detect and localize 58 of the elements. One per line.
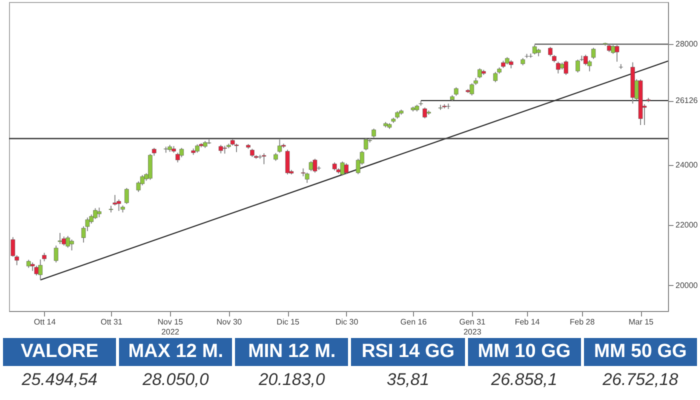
x-tick-label: Ott 31: [100, 318, 123, 326]
x-tick-label: Nov 15 2022: [158, 318, 184, 336]
candlestick: [38, 258, 43, 280]
candlestick: [493, 71, 498, 83]
y-tick-label: 26126: [676, 96, 698, 106]
candlestick: [116, 198, 121, 212]
candlestick: [58, 232, 62, 245]
x-tick-label: Mar 15: [628, 318, 654, 326]
x-tick-label: Dic 30: [336, 318, 359, 326]
candlestick: [478, 68, 482, 79]
candlestick: [34, 265, 39, 276]
x-tick-label: Feb 28: [570, 318, 596, 326]
y-tick-label: 20000: [676, 280, 698, 290]
text: MM 10 GG: [468, 338, 581, 366]
candlestick: [576, 59, 580, 74]
text: 28.050,0: [142, 369, 210, 391]
candlestick: [66, 235, 70, 248]
y-tick-label: 24000: [676, 160, 698, 170]
text: 20.183,0: [258, 369, 326, 391]
candlestick: [591, 47, 596, 60]
candlestick: [340, 160, 345, 176]
candlestick: [262, 152, 266, 165]
text: MM 50 GG: [584, 338, 697, 366]
candlestick: [278, 138, 282, 154]
text: VALORE: [3, 338, 116, 366]
text: 35,81: [386, 369, 430, 391]
candlestick: [308, 160, 314, 172]
candlestick: [97, 207, 102, 218]
candlestick: [364, 138, 368, 151]
candlestick: [556, 61, 560, 74]
y-tick-label: 22000: [676, 220, 698, 230]
x-tick-label: Dic 15: [276, 318, 300, 326]
candlestick: [304, 172, 310, 184]
x-tick-label: Feb 14: [514, 318, 540, 326]
text: 26.858,1: [490, 369, 558, 391]
candlestick: [312, 158, 318, 174]
text: 25.494,54: [20, 369, 98, 391]
text: MAX 12 M.: [119, 338, 232, 366]
candlestick: [93, 208, 98, 220]
y-tick-label: 28000: [676, 40, 698, 49]
candlestick: [62, 236, 66, 246]
candlestick: [372, 128, 376, 138]
candlestick: [70, 239, 74, 251]
candlestick: [564, 60, 568, 76]
candlestick: [344, 162, 348, 175]
candlestick: [422, 107, 427, 119]
candlestick: [285, 149, 290, 175]
candlestick: [176, 152, 180, 163]
x-tick-label: Nov 30: [216, 318, 242, 326]
x-tick-label: Gen 31 2023: [459, 318, 486, 336]
text: MIN 12 M.: [235, 338, 348, 366]
x-tick-label: Gen 16: [400, 318, 428, 326]
candlestick: [124, 188, 129, 204]
candlestick: [548, 46, 552, 57]
text: 26.752,18: [602, 369, 680, 391]
candlestick: [54, 245, 58, 263]
x-tick-label: Ott 14: [34, 318, 56, 326]
text: RSI 14 GG: [351, 338, 465, 366]
